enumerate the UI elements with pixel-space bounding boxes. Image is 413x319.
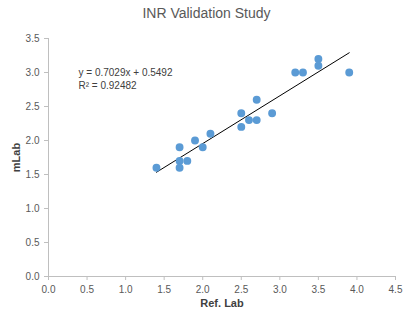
svg-text:0.0: 0.0 xyxy=(26,271,40,282)
svg-text:0.5: 0.5 xyxy=(26,237,40,248)
svg-text:2.5: 2.5 xyxy=(234,284,248,295)
svg-text:1.5: 1.5 xyxy=(157,284,171,295)
html-text:INR Validation Study: INR Validation Study xyxy=(142,5,271,21)
svg-text:3.0: 3.0 xyxy=(273,284,287,295)
svg-text:mLab: mLab xyxy=(10,143,22,173)
svg-text:1.0: 1.0 xyxy=(26,203,40,214)
svg-text:2.0: 2.0 xyxy=(26,135,40,146)
svg-text:3.0: 3.0 xyxy=(26,67,40,78)
svg-text:3.5: 3.5 xyxy=(26,33,40,44)
svg-text:1.0: 1.0 xyxy=(119,284,133,295)
svg-text:0.0: 0.0 xyxy=(42,284,56,295)
svg-text:2.0: 2.0 xyxy=(196,284,210,295)
svg-text:3.5: 3.5 xyxy=(311,284,325,295)
svg-text:2.5: 2.5 xyxy=(26,101,40,112)
svg-text:R² = 0.92482: R² = 0.92482 xyxy=(79,80,138,91)
svg-text:1.5: 1.5 xyxy=(26,169,40,180)
svg-text:y = 0.7029x + 0.5492: y = 0.7029x + 0.5492 xyxy=(79,67,173,78)
svg-text:Ref. Lab: Ref. Lab xyxy=(200,297,244,309)
svg-text:4.0: 4.0 xyxy=(350,284,364,295)
svg-text:0.5: 0.5 xyxy=(80,284,94,295)
svg-text:4.5: 4.5 xyxy=(389,284,403,295)
